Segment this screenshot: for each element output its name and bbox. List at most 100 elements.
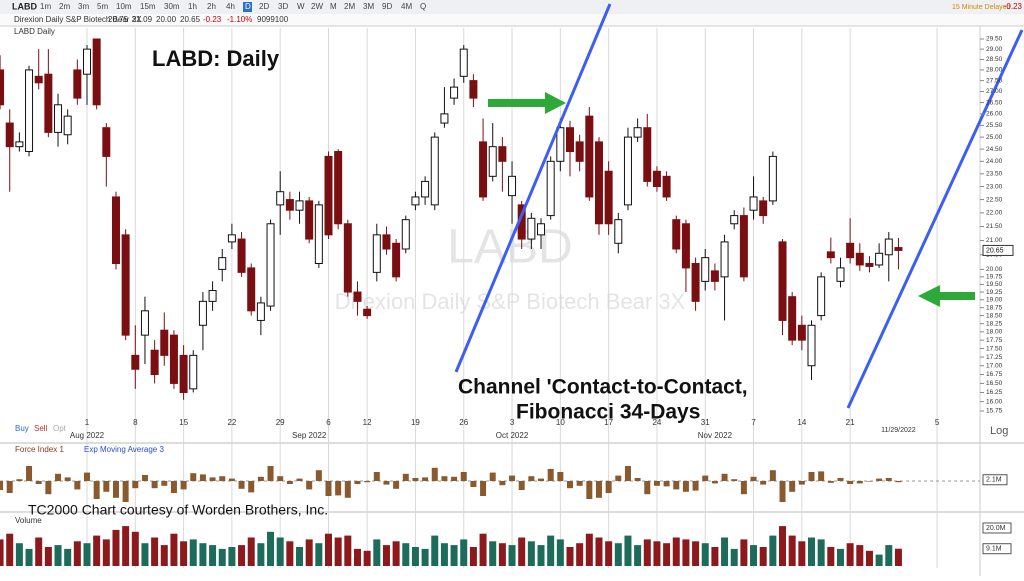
candle-body xyxy=(633,127,642,138)
timeframe[interactable]: 3M xyxy=(363,2,374,11)
force-bar xyxy=(190,473,197,481)
candle-body xyxy=(652,170,661,188)
log-button[interactable]: Log xyxy=(990,425,1008,437)
candle-body xyxy=(440,113,449,124)
timeframe[interactable]: 10m xyxy=(116,2,132,11)
force-bar xyxy=(837,478,844,481)
force-bar xyxy=(692,481,699,491)
candle-body xyxy=(430,136,439,206)
volume-bar xyxy=(25,548,33,566)
volume-bar xyxy=(180,541,188,566)
force-bar xyxy=(682,481,689,492)
force-bar xyxy=(547,469,554,481)
buy-button[interactable]: Buy xyxy=(15,424,29,433)
volume-bar xyxy=(624,535,632,566)
force-bar xyxy=(364,481,371,483)
timeframe[interactable]: M xyxy=(330,2,337,11)
force-bar xyxy=(93,481,100,499)
timeframe[interactable]: Q xyxy=(420,2,426,11)
volume-bar xyxy=(344,535,352,566)
timeframe[interactable]: 4h xyxy=(226,2,235,11)
y-tick-label: 17.25 xyxy=(986,354,1003,361)
volume-bar xyxy=(527,541,535,566)
candle-body xyxy=(285,199,294,211)
volume-bar xyxy=(305,539,313,566)
force-bar xyxy=(808,472,815,481)
candle-body xyxy=(614,219,623,244)
candle-body xyxy=(73,69,82,99)
force-bar xyxy=(576,481,583,486)
timeframe[interactable]: W xyxy=(297,2,305,11)
delayed-label: 15 Minute Delayed xyxy=(952,4,1010,11)
timeframe[interactable]: 9D xyxy=(382,2,392,11)
force-bar xyxy=(431,467,438,481)
timeframe[interactable]: 4M xyxy=(401,2,412,11)
volume-bar xyxy=(160,545,168,566)
timeframe[interactable]: 2W xyxy=(311,2,323,11)
candle-body xyxy=(498,146,507,162)
volume-bar xyxy=(44,547,52,566)
force-bar xyxy=(789,481,796,492)
volume-bar xyxy=(634,545,642,566)
candle-body xyxy=(846,242,855,259)
candle-body xyxy=(469,80,478,99)
force-bar xyxy=(509,475,516,481)
timeframe[interactable]: 2D xyxy=(259,2,269,11)
candle-body xyxy=(15,141,24,148)
volume-bar xyxy=(788,535,796,566)
timeframe[interactable]: 3D xyxy=(278,2,288,11)
timeframe[interactable]: 30m xyxy=(164,2,180,11)
quote-close: 20.65 xyxy=(180,15,201,24)
force-bar xyxy=(721,473,728,481)
timeframe[interactable]: 15m xyxy=(140,2,156,11)
toolbar-bg xyxy=(0,0,1024,14)
force-bar xyxy=(257,476,264,481)
volume-bar xyxy=(267,531,275,566)
candle-body xyxy=(266,223,275,307)
volume-bar xyxy=(131,531,139,566)
candle-body xyxy=(556,127,565,162)
candle-body xyxy=(768,155,777,202)
symbol[interactable]: LABD xyxy=(12,1,37,11)
timeframe[interactable]: 5m xyxy=(97,2,108,11)
timeframe[interactable]: 3m xyxy=(78,2,89,11)
opt-button[interactable]: Opt xyxy=(53,424,67,433)
timeframe[interactable]: 1h xyxy=(188,2,197,11)
force-bar xyxy=(702,475,709,481)
candle-body xyxy=(227,234,236,243)
volume-bar xyxy=(808,537,815,566)
timeframe[interactable]: 2h xyxy=(207,2,216,11)
candle-body xyxy=(459,48,468,77)
y-tick-label: 26.50 xyxy=(986,99,1003,106)
timeframe[interactable]: 1m xyxy=(40,2,51,11)
volume-bar xyxy=(411,547,419,566)
volume-bar xyxy=(865,550,873,566)
volume-bar xyxy=(894,548,902,566)
force-bar xyxy=(74,481,81,490)
volume-bar xyxy=(151,537,159,566)
timeframe[interactable]: D xyxy=(245,2,251,11)
candle-body xyxy=(160,329,169,356)
force-bar xyxy=(6,481,13,493)
last-date-label: 11/29/2022 xyxy=(881,427,916,434)
quote-change-pct: -1.10% xyxy=(227,15,252,24)
sell-button[interactable]: Sell xyxy=(34,424,48,433)
candle-body xyxy=(305,200,314,240)
x-tick-label: 10 xyxy=(556,418,565,427)
timeframe[interactable]: 2M xyxy=(344,2,355,11)
watermark-name: Direxion Daily S&P Biotech Bear 3X xyxy=(335,289,686,314)
force-bar xyxy=(393,481,400,489)
volume-bar xyxy=(122,526,130,566)
force-bar xyxy=(141,475,148,481)
volume-bar xyxy=(846,543,854,566)
force-bar xyxy=(422,477,429,481)
watermark-symbol: LABD xyxy=(447,221,572,274)
force-bar xyxy=(383,481,390,485)
volume-bar xyxy=(750,545,758,566)
candle-body xyxy=(749,196,758,211)
candle-body xyxy=(701,257,710,282)
candle-body xyxy=(63,115,72,136)
volume-bar xyxy=(740,539,748,566)
timeframe[interactable]: 2m xyxy=(59,2,70,11)
x-tick-label: 12 xyxy=(363,418,372,427)
